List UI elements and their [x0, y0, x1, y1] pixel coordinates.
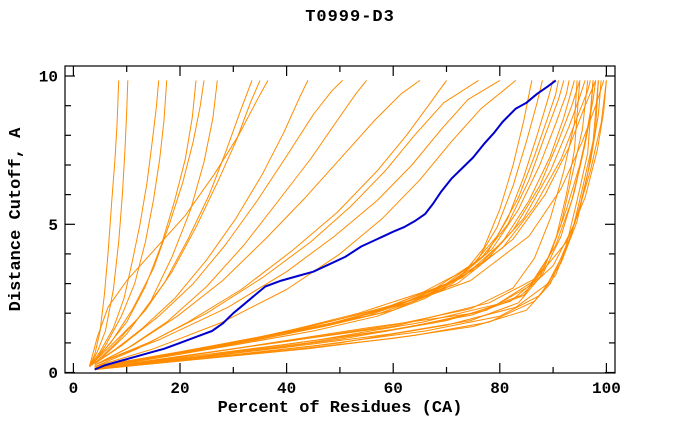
model-curve: [94, 80, 343, 365]
model-curve: [89, 80, 218, 368]
tick-label: 10: [39, 69, 58, 87]
model-curves-group: [88, 79, 607, 371]
model-curve: [94, 79, 421, 366]
tick-label: 40: [277, 380, 296, 398]
plot-title: T0999-D3: [305, 8, 395, 27]
tick-label: 0: [69, 380, 79, 398]
model-curve: [94, 80, 607, 370]
highlighted-model-curve: [94, 79, 557, 371]
model-curve: [88, 80, 160, 367]
model-curve: [94, 80, 594, 370]
model-curve: [97, 79, 479, 365]
model-curve: [88, 80, 120, 367]
model-curve: [94, 80, 565, 369]
model-curve: [94, 80, 589, 370]
tick-label: 100: [592, 380, 621, 398]
tick-label: 60: [384, 380, 403, 398]
model-curve: [94, 80, 517, 368]
model-curve: [94, 80, 607, 370]
model-curve: [94, 80, 605, 369]
y-axis-label: Distance Cutoff, A: [7, 127, 26, 312]
model-curve: [94, 80, 533, 369]
model-curve: [97, 79, 501, 365]
model-curve: [94, 80, 597, 370]
model-curve: [91, 80, 168, 366]
model-curve: [94, 80, 367, 366]
model-curve: [89, 80, 197, 367]
model-curve: [94, 80, 599, 370]
model-curve: [94, 80, 570, 368]
model-curve: [94, 80, 309, 365]
plot-box: [64, 65, 616, 374]
tick-label: 5: [48, 217, 58, 235]
model-curve: [88, 80, 129, 367]
tick-label: 20: [170, 380, 189, 398]
model-curve: [91, 80, 205, 364]
model-curve: [89, 80, 253, 367]
model-curve: [94, 80, 578, 369]
model-curve: [94, 80, 602, 370]
model-curve: [94, 80, 261, 364]
model-curve: [88, 80, 269, 367]
x-axis-label: Percent of Residues (CA): [217, 399, 463, 418]
tick-label: 80: [490, 380, 509, 398]
tick-label: 0: [48, 365, 58, 383]
